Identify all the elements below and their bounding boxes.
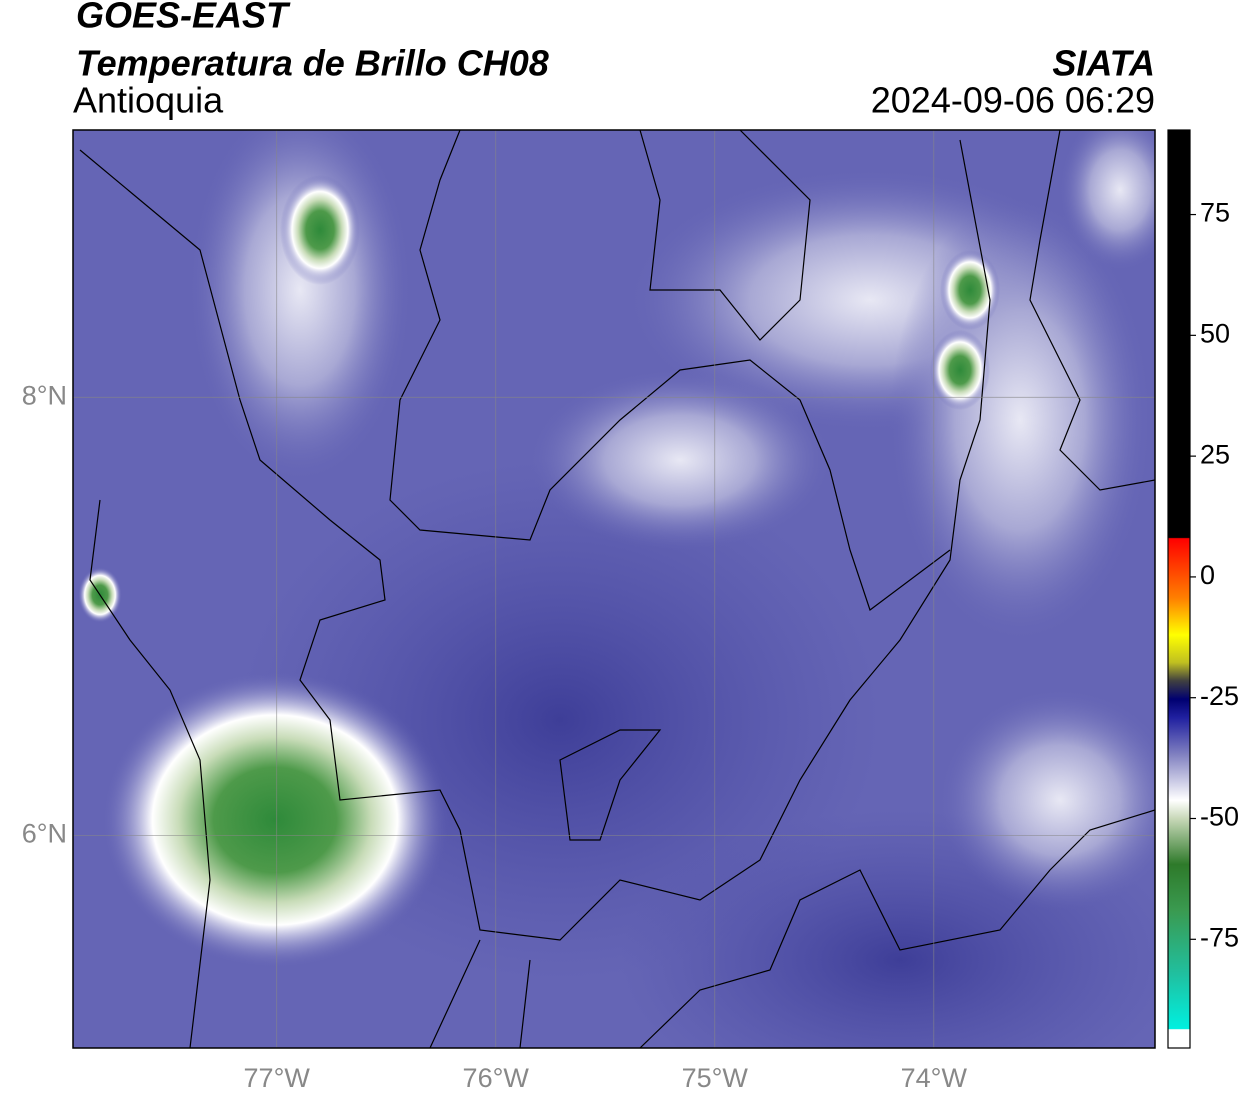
colorbar-tick-label: -75 (1200, 922, 1239, 952)
lon-tick-label: 76°W (463, 1063, 530, 1093)
colorbar-tick-label: 0 (1200, 560, 1215, 590)
lon-tick-label: 77°W (244, 1063, 311, 1093)
source: SIATA (1052, 43, 1155, 84)
colorbar (1167, 129, 1191, 1049)
colorbar-tick-label: 75 (1200, 198, 1230, 228)
storm (280, 175, 360, 285)
storm (100, 670, 450, 970)
lat-tick-label: 6°N (22, 819, 67, 849)
lon-tick-label: 74°W (901, 1063, 968, 1093)
lat-tick-label: 8°N (22, 380, 67, 410)
cloud (1060, 130, 1155, 270)
cloud (190, 130, 410, 480)
colorbar-ticks: 75 50 25 0 -25 -50 -75 (1190, 198, 1239, 952)
colorbar-tick-label: 25 (1200, 439, 1230, 469)
storm (930, 330, 990, 410)
map (73, 130, 1155, 1048)
borders (79, 130, 1155, 1048)
cloud (530, 370, 830, 550)
colorbar-tick-label: -25 (1200, 681, 1239, 711)
storm (940, 250, 1000, 330)
colorbar-tick-label: 50 (1200, 318, 1230, 348)
subtitle: Temperatura de Brillo CH08 (76, 43, 549, 84)
region: Antioquia (73, 80, 224, 121)
title: GOES-EAST (76, 0, 291, 36)
lon-tick-label: 75°W (682, 1063, 749, 1093)
map-ticks: 77°W 76°W 75°W 74°W 8°N 6°N (22, 380, 968, 1093)
cloud (940, 690, 1155, 910)
map-frame (72, 129, 1156, 1049)
graticule (73, 130, 1155, 1048)
datetime: 2024-09-06 06:29 (871, 80, 1155, 121)
colorbar-tick-label: -50 (1200, 802, 1239, 832)
